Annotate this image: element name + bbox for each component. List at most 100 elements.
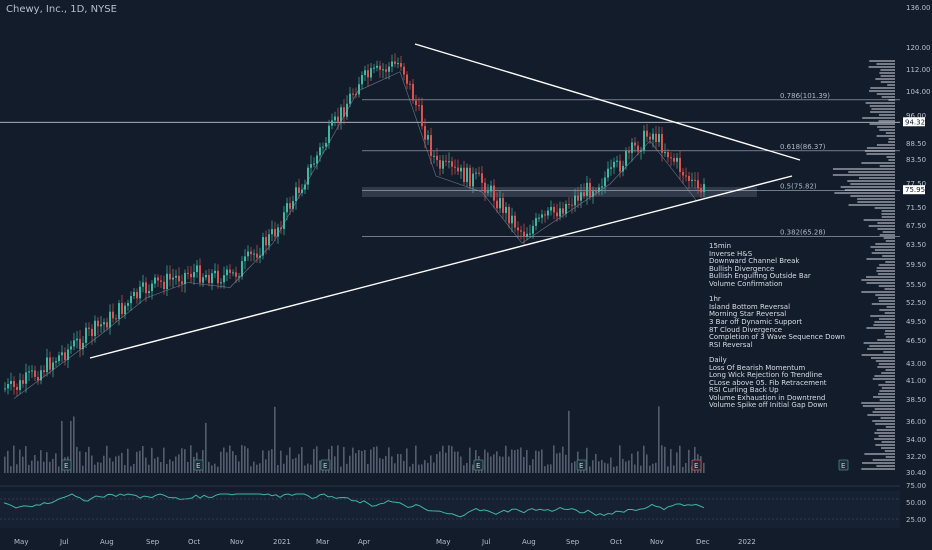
volume-profile-bar [875, 444, 895, 446]
candle-body [205, 275, 207, 278]
volume-bar [562, 446, 564, 473]
volume-bar [688, 449, 690, 473]
volume-bar [262, 450, 264, 473]
volume-bar [97, 462, 99, 473]
volume-bar [166, 463, 168, 473]
candle-body [424, 126, 426, 140]
volume-bar [283, 463, 285, 473]
candle-body [505, 206, 507, 213]
volume-bar [313, 448, 315, 473]
volume-profile-bar [888, 159, 895, 161]
candle-body [349, 93, 351, 104]
candle-body [136, 291, 138, 299]
volume-bar [238, 461, 240, 473]
candle-body [88, 327, 90, 329]
volume-bar [58, 466, 60, 473]
annotation-line: Morning Star Reversal [709, 310, 787, 319]
volume-bar [553, 445, 555, 473]
volume-bar [673, 465, 675, 473]
ascending-trendline [89, 175, 793, 359]
volume-profile-bar [888, 141, 895, 143]
candle-body [631, 142, 633, 153]
volume-profile-bar [884, 333, 895, 335]
candle-body [367, 70, 369, 78]
volume-bar [646, 454, 648, 473]
volume-bar [685, 463, 687, 473]
volume-profile-bar [873, 324, 895, 326]
volume-profile-bar [874, 249, 895, 251]
volume-bar [571, 462, 573, 473]
candle-body [520, 230, 522, 232]
volume-bar [277, 464, 279, 473]
candle-body [202, 277, 204, 283]
volume-profile-bar [871, 252, 895, 254]
support-zone [362, 187, 757, 197]
volume-bar [268, 450, 270, 473]
volume-profile-bar [879, 129, 895, 131]
annotation-line: Bullish Divergence [709, 264, 775, 273]
volume-profile-bar [880, 81, 895, 83]
volume-profile-bar [876, 429, 895, 431]
x-tick-label: Oct [188, 538, 200, 546]
y-tick-label: 41.00 [906, 377, 926, 385]
volume-profile-bar [876, 144, 895, 146]
volume-bar [703, 462, 705, 473]
y-tick-label: 112.00 [906, 66, 931, 74]
volume-profile-bar [881, 387, 895, 389]
volume-bar [676, 452, 678, 473]
fib-label: 0.382(65.28) [780, 229, 826, 237]
volume-bar [451, 446, 453, 473]
y-tick-label: 120.00 [906, 44, 931, 52]
volume-bar [469, 447, 471, 473]
y-tick-label: 46.50 [906, 337, 926, 345]
volume-bar [214, 463, 216, 473]
candle-body [382, 69, 384, 71]
volume-bar [613, 466, 615, 473]
volume-profile-bar [881, 447, 895, 449]
volume-profile-bar [870, 87, 895, 89]
volume-bar [88, 446, 90, 473]
volume-bar [388, 447, 390, 473]
candle-body [418, 105, 420, 107]
candle-body [595, 191, 597, 193]
volume-bar [574, 461, 576, 473]
volume-bar [109, 457, 111, 473]
volume-bar [235, 455, 237, 473]
candle-body [361, 75, 363, 85]
volume-bar [292, 458, 294, 473]
volume-bar [499, 456, 501, 473]
volume-bar [217, 466, 219, 473]
volume-profile-bar [884, 450, 895, 452]
candle-body [391, 61, 393, 67]
y-tick-label: 34.00 [906, 436, 926, 444]
volume-bar [544, 466, 546, 473]
volume-profile-bar [887, 84, 895, 86]
candle-body [193, 272, 195, 278]
earnings-marker-label: E [323, 462, 327, 470]
x-tick-label: Mar [316, 538, 329, 546]
candle-body [676, 157, 678, 162]
volume-profile-bar [879, 318, 895, 320]
volume-bar [34, 455, 36, 473]
candle-body [352, 93, 354, 95]
earnings-marker [61, 459, 72, 471]
volume-bar [496, 451, 498, 473]
x-tick-label: 2022 [738, 538, 756, 546]
volume-bar [361, 450, 363, 473]
volume-profile-bar [861, 402, 895, 404]
volume-bar [100, 462, 102, 473]
volume-bar [115, 456, 117, 473]
volume-bar [49, 461, 51, 473]
volume-bar [337, 445, 339, 473]
volume-profile-bar [866, 276, 895, 278]
volume-bar [28, 464, 30, 473]
candle-body [286, 203, 288, 213]
candle-body [322, 146, 324, 148]
y-tick-label: 77.50 [906, 180, 926, 188]
candle-body [460, 167, 462, 172]
volume-bar [13, 445, 15, 473]
candle-body [394, 61, 396, 64]
volume-bar [139, 450, 141, 473]
